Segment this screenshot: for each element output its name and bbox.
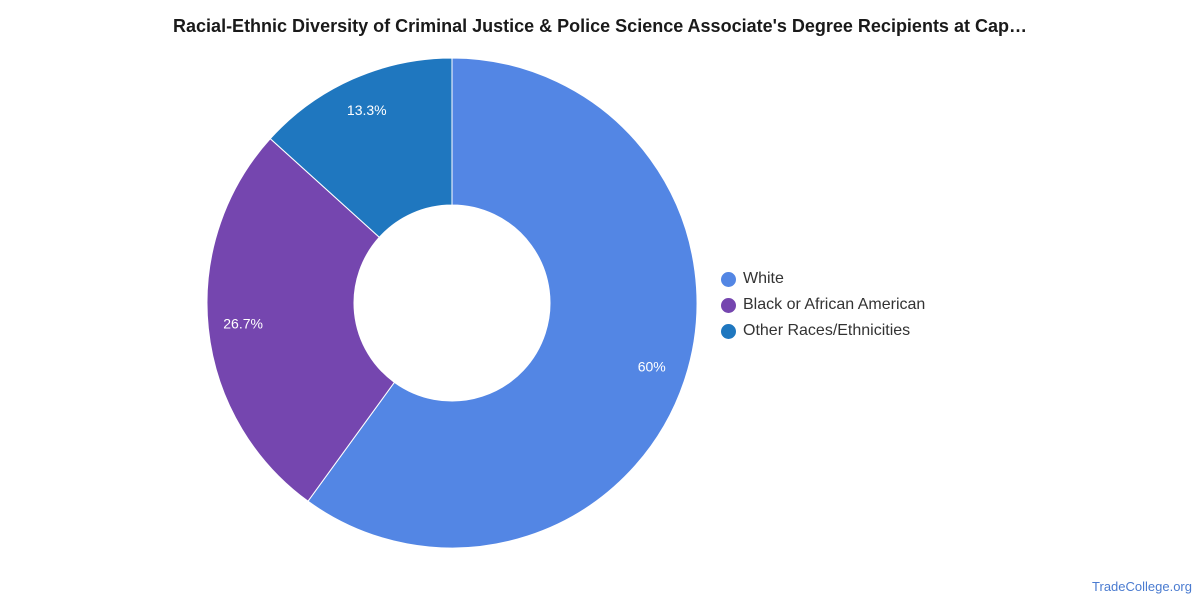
watermark: TradeCollege.org	[1092, 579, 1192, 594]
chart-title: Racial-Ethnic Diversity of Criminal Just…	[173, 16, 1027, 36]
legend-label: White	[743, 270, 784, 287]
pie-slice-2	[206, 137, 396, 502]
pie-slice-3	[269, 57, 453, 238]
legend-swatch	[721, 323, 736, 339]
pie-slice-1	[307, 57, 698, 549]
legend-label: Black or African American	[743, 296, 926, 313]
legend-label: Other Races/Ethnicities	[743, 322, 911, 339]
legend-swatch	[721, 271, 736, 287]
legend-item: White	[721, 266, 925, 292]
legend-item: Black or African American	[721, 292, 925, 318]
chart-legend: White Black or African American Other Race…	[721, 266, 925, 344]
slice-label-3: 13.3%	[347, 102, 387, 118]
slice-label-2: 26.7%	[223, 315, 263, 331]
legend-swatch	[721, 297, 736, 313]
slice-label-1: 60%	[638, 359, 666, 375]
legend-item: Other Races/Ethnicities	[721, 318, 925, 344]
